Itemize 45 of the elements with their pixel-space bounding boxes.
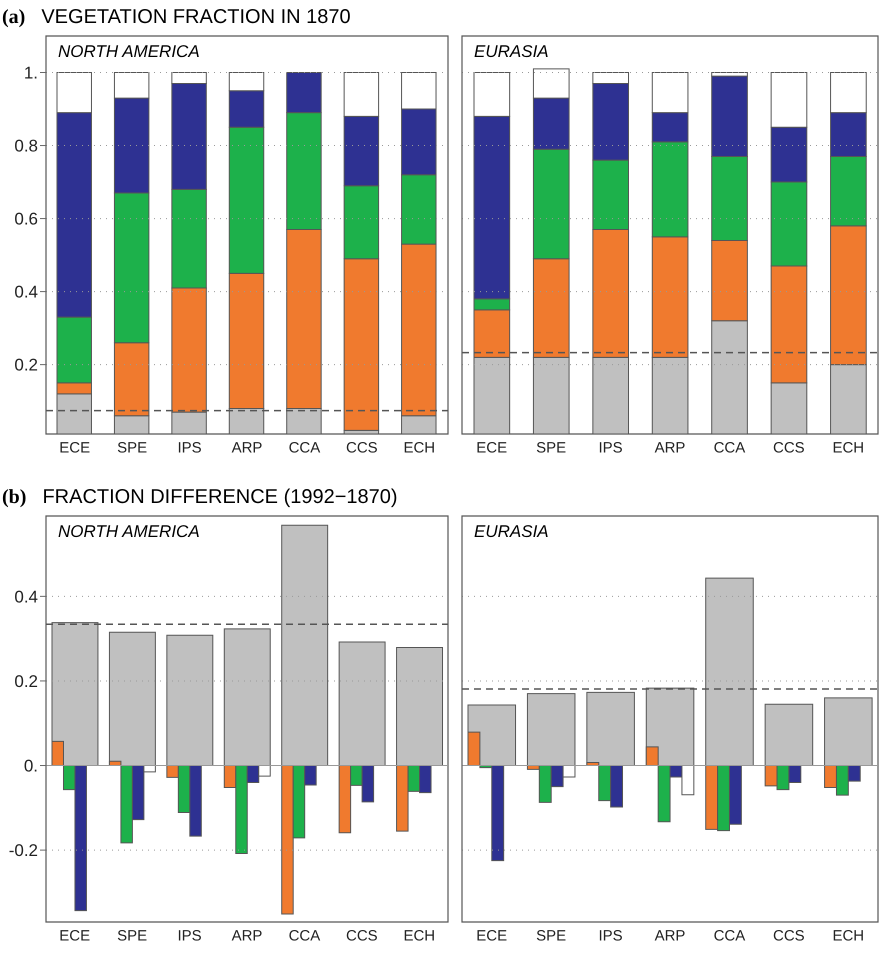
chart-subtitle: EURASIA [474,42,549,62]
chart-title: FRACTION DIFFERENCE (1992−1870) [42,486,398,508]
x-tick-label: CCS [773,928,805,945]
x-tick-label: ARP [654,440,686,457]
x-tick-label: SPE [117,928,148,945]
x-tick-label: IPS [598,440,623,457]
x-tick-label: CCS [346,928,378,945]
x-tick-label: ECH [403,440,436,457]
x-tick-label: CCA [288,928,320,945]
y-tick-label: 0.2 [14,356,38,375]
y-tick-label: 0.4 [14,282,38,302]
x-tick-label: CCA [714,440,746,457]
chart-title: VEGETATION FRACTION IN 1870 [41,6,351,28]
y-tick-label: -0.2 [8,841,38,860]
x-tick-label: IPS [598,928,623,945]
x-tick-label: CCA [714,928,746,945]
x-tick-label: SPE [536,928,566,945]
x-tick-label: IPS [177,440,202,457]
x-tick-label: ARP [232,928,262,945]
text: (a) [2,6,26,28]
y-tick-label: 1. [24,64,38,83]
x-tick-label: SPE [117,440,148,457]
x-tick-label: CCA [288,440,320,457]
chart-subtitle: EURASIA [474,522,549,542]
x-tick-label: ECH [832,928,864,945]
x-tick-label: ECE [476,440,508,457]
x-tick-label: CCS [346,440,378,457]
x-tick-label: ARP [232,440,262,457]
y-tick-label: 0. [24,756,38,776]
chart-subtitle: NORTH AMERICA [58,42,200,62]
y-tick-label: 0.6 [14,210,38,229]
x-tick-label: ECH [403,928,436,945]
x-tick-label: ECE [476,928,508,945]
x-tick-label: SPE [536,440,566,457]
text: (b) [2,486,26,508]
x-tick-label: ECH [832,440,864,457]
y-tick-label: 0.2 [14,672,38,691]
x-tick-label: ECE [59,928,90,945]
y-tick-label: 0.4 [14,587,38,606]
x-tick-label: ARP [654,928,686,945]
x-tick-label: IPS [177,928,202,945]
x-tick-label: ECE [59,440,90,457]
x-tick-label: CCS [773,440,805,457]
chart-subtitle: NORTH AMERICA [58,522,200,542]
y-tick-label: 0.8 [14,136,38,156]
